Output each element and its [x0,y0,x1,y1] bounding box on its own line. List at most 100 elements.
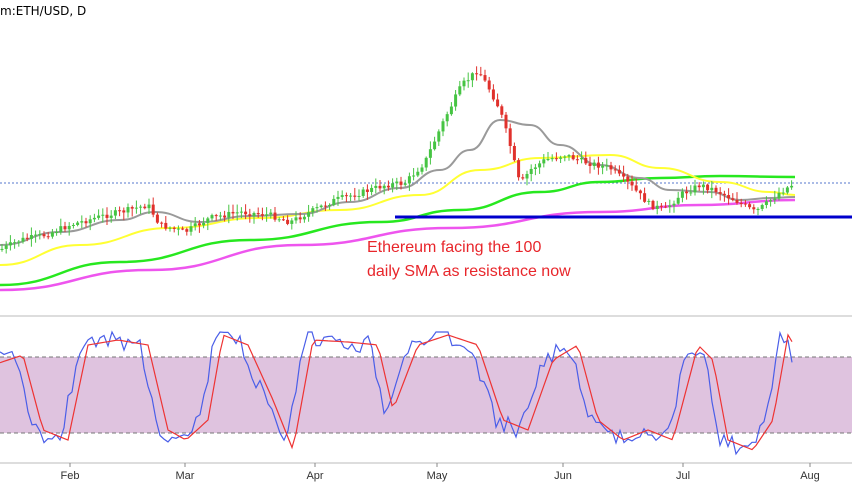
candle-body [437,131,441,142]
candle-body [466,80,470,82]
stochastic-zone [0,357,852,433]
candle-body [567,155,571,157]
candle-body [17,241,21,243]
candle-body [185,229,189,232]
x-tick-label: Aug [800,470,820,482]
candle-body [382,185,386,189]
sma-magenta-line [0,198,796,292]
candle-body [735,200,739,203]
candle-body [218,215,222,217]
candle-body [59,226,63,232]
candle-body [239,211,243,213]
candle-body [151,204,155,215]
candle-body [332,198,336,205]
candle-body [8,242,12,246]
candle-body [290,220,294,224]
candle-body [407,176,411,184]
candle-body [441,121,445,132]
candle-body [760,205,764,209]
candle-body [424,157,428,168]
candle-body [181,228,185,230]
candle-body [521,177,525,179]
candle-body [475,73,479,75]
candle-body [697,185,701,188]
candle-body [668,205,672,207]
candle-body [193,223,197,227]
candle-body [281,219,285,221]
candle-body [584,157,588,164]
candle-body [559,157,563,159]
candle-body [46,236,50,238]
candle-body [244,211,248,215]
candle-body [101,214,105,216]
x-tick-label: May [427,470,448,482]
candle-body [743,203,747,205]
candle-body [227,211,231,218]
candle-body [617,169,621,174]
x-axis: Feb Mar Apr May Jun Jul Aug [0,462,852,482]
candle-body [701,184,705,188]
candle-body [265,214,269,216]
candle-body [155,214,159,223]
candle-body [470,73,474,81]
candle-body [727,195,731,199]
chart-title: m:ETH/USD, D [0,4,86,18]
candle-body [428,149,432,158]
candle-body [605,165,609,167]
candle-body [105,214,109,218]
candle-body [487,80,491,90]
candle-body [554,158,558,160]
candle-body [172,227,176,229]
candle-body [403,183,407,185]
x-tick-label: Apr [306,470,323,482]
candle-body [256,213,260,215]
candle-body [777,192,781,199]
candles [0,66,794,254]
candle-body [55,231,59,233]
candle-body [248,214,252,216]
candle-body [626,176,630,182]
candle-body [113,210,117,216]
candle-body [752,207,756,210]
stochastic-d-line [0,333,793,451]
candle-body [13,242,17,244]
candle-body [391,183,395,188]
candle-body [504,114,508,129]
candle-body [315,207,319,209]
candle-body [202,222,206,226]
candle-body [189,226,193,232]
candle-body [790,185,794,188]
candle-body [134,207,138,209]
candle-body [361,189,365,196]
candle-body [80,221,84,223]
candle-body [722,193,726,196]
candle-body [34,234,38,236]
candle-body [680,191,684,198]
candle-body [596,162,600,168]
candle-body [168,227,172,229]
candle-body [550,158,554,160]
candle-body [500,106,504,115]
candle-body [122,210,126,213]
candle-body [349,195,353,197]
candle-body [143,206,147,209]
candle-body [571,155,575,160]
candle-body [748,204,752,208]
candle-body [164,222,168,229]
candle-body [38,234,42,236]
candle-body [756,208,760,210]
candle-body [420,167,424,172]
candle-body [479,74,483,76]
candle-body [563,156,567,158]
candle-body [412,175,416,177]
candle-body [0,248,4,250]
candle-body [525,173,529,179]
candle-body [50,232,54,237]
candle-body [689,192,693,194]
candle-body [277,219,281,221]
candle-body [340,195,344,197]
candle-body [147,204,151,209]
candle-body [25,237,29,239]
candle-body [63,226,67,230]
x-tick-label: Jul [676,470,690,482]
